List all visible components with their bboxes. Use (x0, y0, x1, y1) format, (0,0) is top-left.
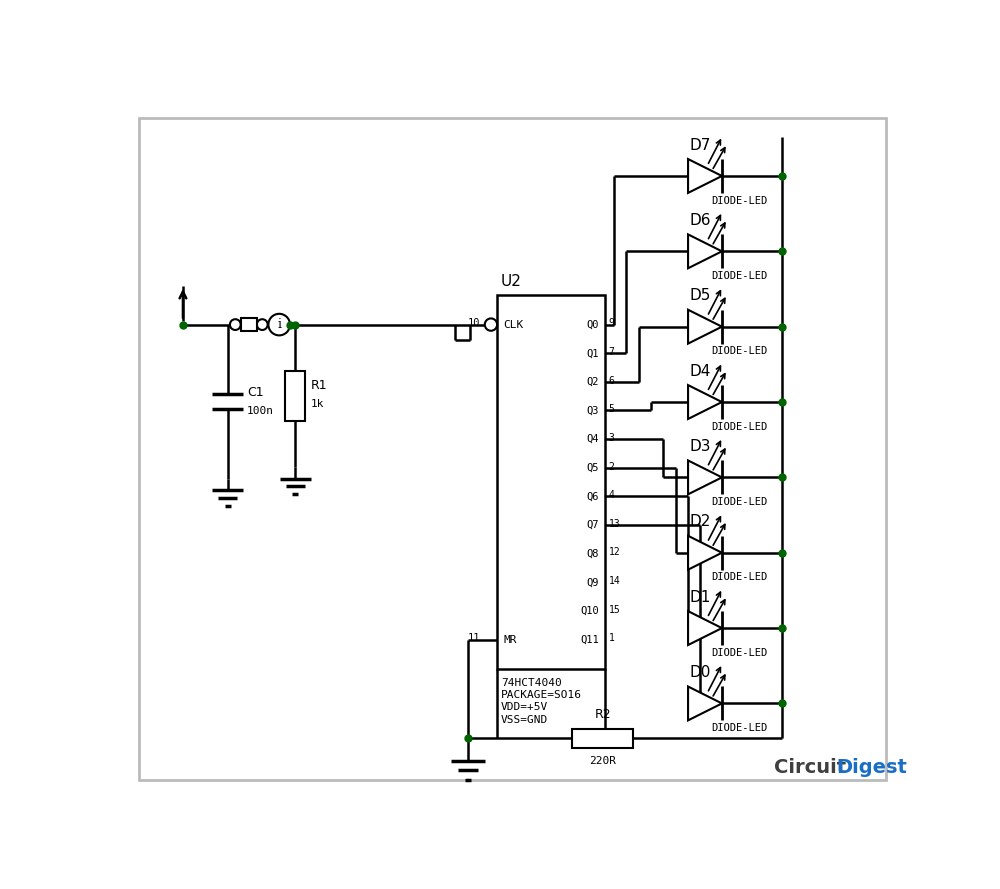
Text: 13: 13 (609, 519, 620, 529)
Text: Digest: Digest (837, 757, 908, 777)
Text: 100n: 100n (247, 406, 274, 416)
Text: 3: 3 (609, 433, 615, 443)
Text: DIODE-LED: DIODE-LED (712, 648, 768, 658)
Text: 14: 14 (609, 576, 620, 586)
Text: R2: R2 (594, 709, 611, 722)
Text: DIODE-LED: DIODE-LED (712, 347, 768, 356)
Text: Q5: Q5 (586, 463, 599, 473)
Text: 1: 1 (609, 633, 615, 644)
Text: 11: 11 (468, 633, 480, 644)
Polygon shape (688, 536, 722, 570)
Text: D7: D7 (690, 138, 711, 153)
Text: D5: D5 (690, 288, 711, 303)
Text: DIODE-LED: DIODE-LED (712, 497, 768, 507)
Text: DIODE-LED: DIODE-LED (712, 723, 768, 733)
Bar (572, 729, 633, 748)
Text: Q1: Q1 (586, 348, 599, 358)
Circle shape (485, 318, 497, 331)
Bar (285, 372, 305, 421)
Text: Q8: Q8 (586, 549, 599, 558)
Text: D3: D3 (690, 439, 711, 454)
Polygon shape (688, 611, 722, 645)
Polygon shape (688, 385, 722, 419)
Text: C1: C1 (247, 386, 263, 399)
Text: Circuit: Circuit (774, 757, 846, 777)
Text: D4: D4 (690, 364, 711, 379)
Text: DIODE-LED: DIODE-LED (712, 271, 768, 281)
Text: DIODE-LED: DIODE-LED (712, 573, 768, 582)
Text: 74HCT4040: 74HCT4040 (501, 677, 562, 687)
Text: VSS=GND: VSS=GND (501, 715, 548, 725)
Text: Q2: Q2 (586, 377, 599, 387)
Text: VDD=+5V: VDD=+5V (501, 702, 548, 712)
Polygon shape (688, 235, 722, 268)
Circle shape (230, 319, 241, 330)
Text: 5: 5 (609, 404, 615, 414)
Text: Q4: Q4 (586, 434, 599, 444)
Bar (497, 295, 605, 669)
Text: DIODE-LED: DIODE-LED (712, 196, 768, 205)
Text: PACKAGE=SO16: PACKAGE=SO16 (501, 690, 582, 700)
Text: i: i (277, 318, 281, 331)
Text: MR: MR (503, 635, 517, 645)
Polygon shape (688, 461, 722, 494)
Circle shape (257, 319, 268, 330)
Text: D6: D6 (690, 213, 711, 228)
Text: 2: 2 (609, 461, 615, 471)
Text: 15: 15 (609, 605, 620, 614)
Text: 220R: 220R (589, 757, 616, 766)
Text: 6: 6 (609, 376, 615, 386)
Text: D2: D2 (690, 515, 711, 530)
Text: D1: D1 (690, 589, 711, 605)
Text: CLK: CLK (503, 319, 524, 330)
Text: 12: 12 (609, 548, 620, 557)
Text: Q9: Q9 (586, 577, 599, 588)
Text: 9: 9 (609, 318, 615, 328)
Text: R1: R1 (311, 379, 327, 391)
Text: U2: U2 (501, 274, 522, 289)
Text: 1k: 1k (311, 398, 324, 409)
Text: Q3: Q3 (586, 405, 599, 415)
Text: 10: 10 (468, 318, 480, 328)
Polygon shape (688, 309, 722, 344)
Polygon shape (688, 159, 722, 193)
Text: 4: 4 (609, 490, 615, 501)
Text: D0: D0 (690, 665, 711, 680)
Text: Q7: Q7 (586, 520, 599, 530)
Text: 7: 7 (609, 347, 615, 357)
Text: Q11: Q11 (580, 635, 599, 645)
Bar (241, 318, 257, 331)
Polygon shape (688, 686, 722, 720)
Text: DIODE-LED: DIODE-LED (712, 421, 768, 432)
Text: Q0: Q0 (586, 319, 599, 330)
Text: Q6: Q6 (586, 492, 599, 501)
Text: Q10: Q10 (580, 606, 599, 616)
Circle shape (268, 314, 290, 335)
